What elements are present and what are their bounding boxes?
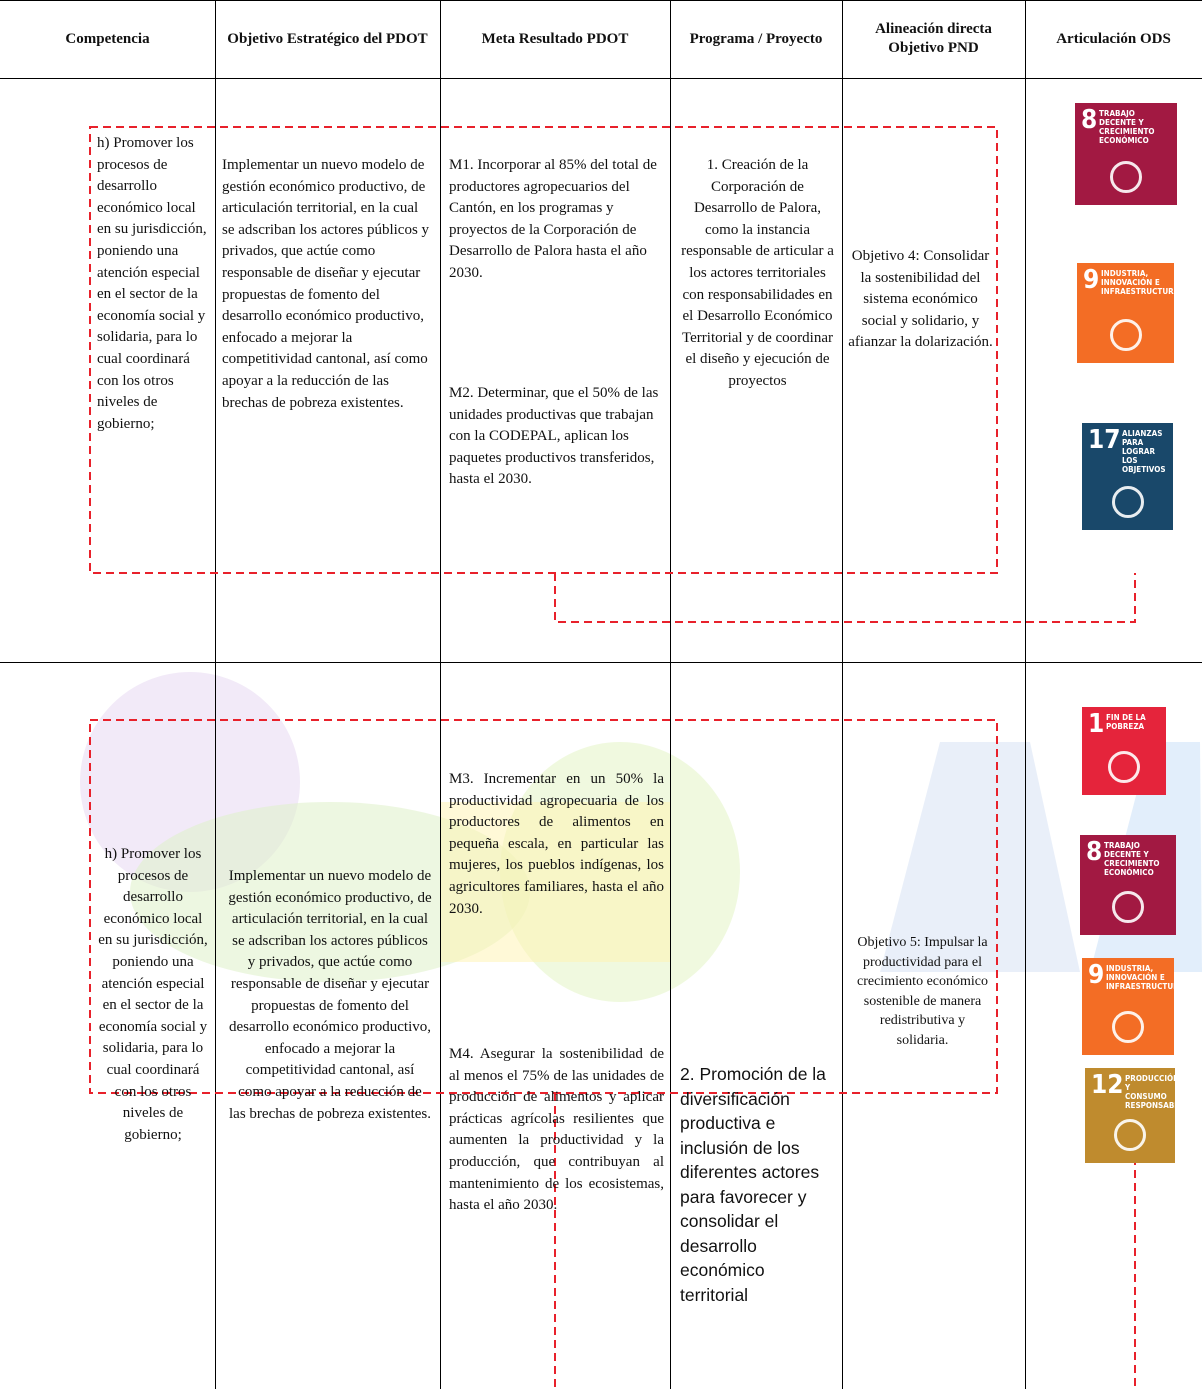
- programa: 1. Creación de la Corporación de Desarro…: [681, 157, 834, 389]
- objetivo-pnd: Objetivo 4: Consolidar la sostenibilidad…: [848, 248, 993, 351]
- header-cell: Competencia: [65, 30, 150, 47]
- programa: 2. Promoción de la diversificación produ…: [680, 1064, 826, 1305]
- ods-label: PRODUCCIÓN Y CONSUMO RESPONSABLES: [1125, 1074, 1175, 1110]
- row-border: [0, 78, 1202, 79]
- ods-number: 9: [1083, 265, 1100, 295]
- header-cell: Meta Resultado PDOT: [481, 30, 629, 47]
- ods-pictogram: [1111, 486, 1144, 518]
- col-border: [842, 0, 843, 1389]
- meta: M1. Incorporar al 85% del total de produ…: [449, 157, 657, 281]
- meta: M3. Incrementar en un 50% la productivid…: [449, 771, 664, 917]
- ods-label: TRABAJO DECENTE Y CRECIMIENTO ECONÓMICO: [1099, 109, 1155, 145]
- objetivo: Implementar un nuevo modelo de gestión e…: [222, 157, 430, 411]
- ods-pictogram: [1114, 1119, 1146, 1151]
- header-cell: Programa / Proyecto: [689, 30, 823, 47]
- row-border: [0, 662, 1202, 663]
- header-cell: Alineación directa Objetivo PND: [875, 21, 992, 56]
- objetivo-pnd: Objetivo 5: Impulsar la productividad pa…: [857, 935, 988, 1048]
- header-cell: Objetivo Estratégico del PDOT: [227, 30, 428, 47]
- competencia: h) Promover los procesos de desarrollo e…: [97, 135, 207, 432]
- ods-icon: 8 TRABAJO DECENTE Y CRECIMIENTO ECONÓMICO: [1080, 835, 1176, 935]
- ods-pictogram: [1109, 319, 1142, 351]
- ods-number: 17: [1088, 425, 1121, 455]
- ods-label: ALIANZAS PARA LOGRAR LOS OBJETIVOS: [1122, 429, 1166, 474]
- ods-icon: 1 FIN DE LA POBREZA: [1082, 707, 1166, 795]
- ods-icon: 17 ALIANZAS PARA LOGRAR LOS OBJETIVOS: [1082, 423, 1173, 530]
- ods-pictogram: [1112, 1011, 1144, 1043]
- col-border: [670, 0, 671, 1389]
- ods-pictogram: [1108, 751, 1140, 783]
- meta: M2. Determinar, que el 50% de las unidad…: [449, 385, 659, 488]
- ods-pictogram: [1110, 161, 1142, 193]
- col-border: [1025, 0, 1026, 1389]
- col-border: [440, 0, 441, 1389]
- ods-number: 8: [1081, 105, 1098, 135]
- ods-number: 12: [1091, 1070, 1124, 1100]
- ods-label: TRABAJO DECENTE Y CRECIMIENTO ECONÓMICO: [1104, 841, 1160, 877]
- ods-icon: 8 TRABAJO DECENTE Y CRECIMIENTO ECONÓMICO: [1075, 103, 1177, 205]
- objetivo: Implementar un nuevo modelo de gestión e…: [228, 868, 432, 1122]
- ods-number: 1: [1088, 709, 1105, 739]
- watermark: [80, 672, 1202, 1002]
- ods-label: INDUSTRIA, INNOVACIÓN E INFRAESTRUCTURA: [1106, 964, 1174, 991]
- ods-number: 8: [1086, 837, 1103, 867]
- competencia: h) Promover los procesos de desarrollo e…: [98, 846, 208, 1143]
- ods-number: 9: [1088, 960, 1105, 990]
- col-border: [215, 0, 216, 1389]
- ods-label: INDUSTRIA, INNOVACIÓN E INFRAESTRUCTURA: [1101, 269, 1174, 296]
- table-border: [0, 0, 1202, 1]
- header-cell: Articulación ODS: [1056, 30, 1171, 47]
- meta: M4. Asegurar la sostenibilidad de al men…: [449, 1046, 664, 1214]
- ods-label: FIN DE LA POBREZA: [1106, 713, 1146, 731]
- ods-pictogram: [1112, 891, 1144, 923]
